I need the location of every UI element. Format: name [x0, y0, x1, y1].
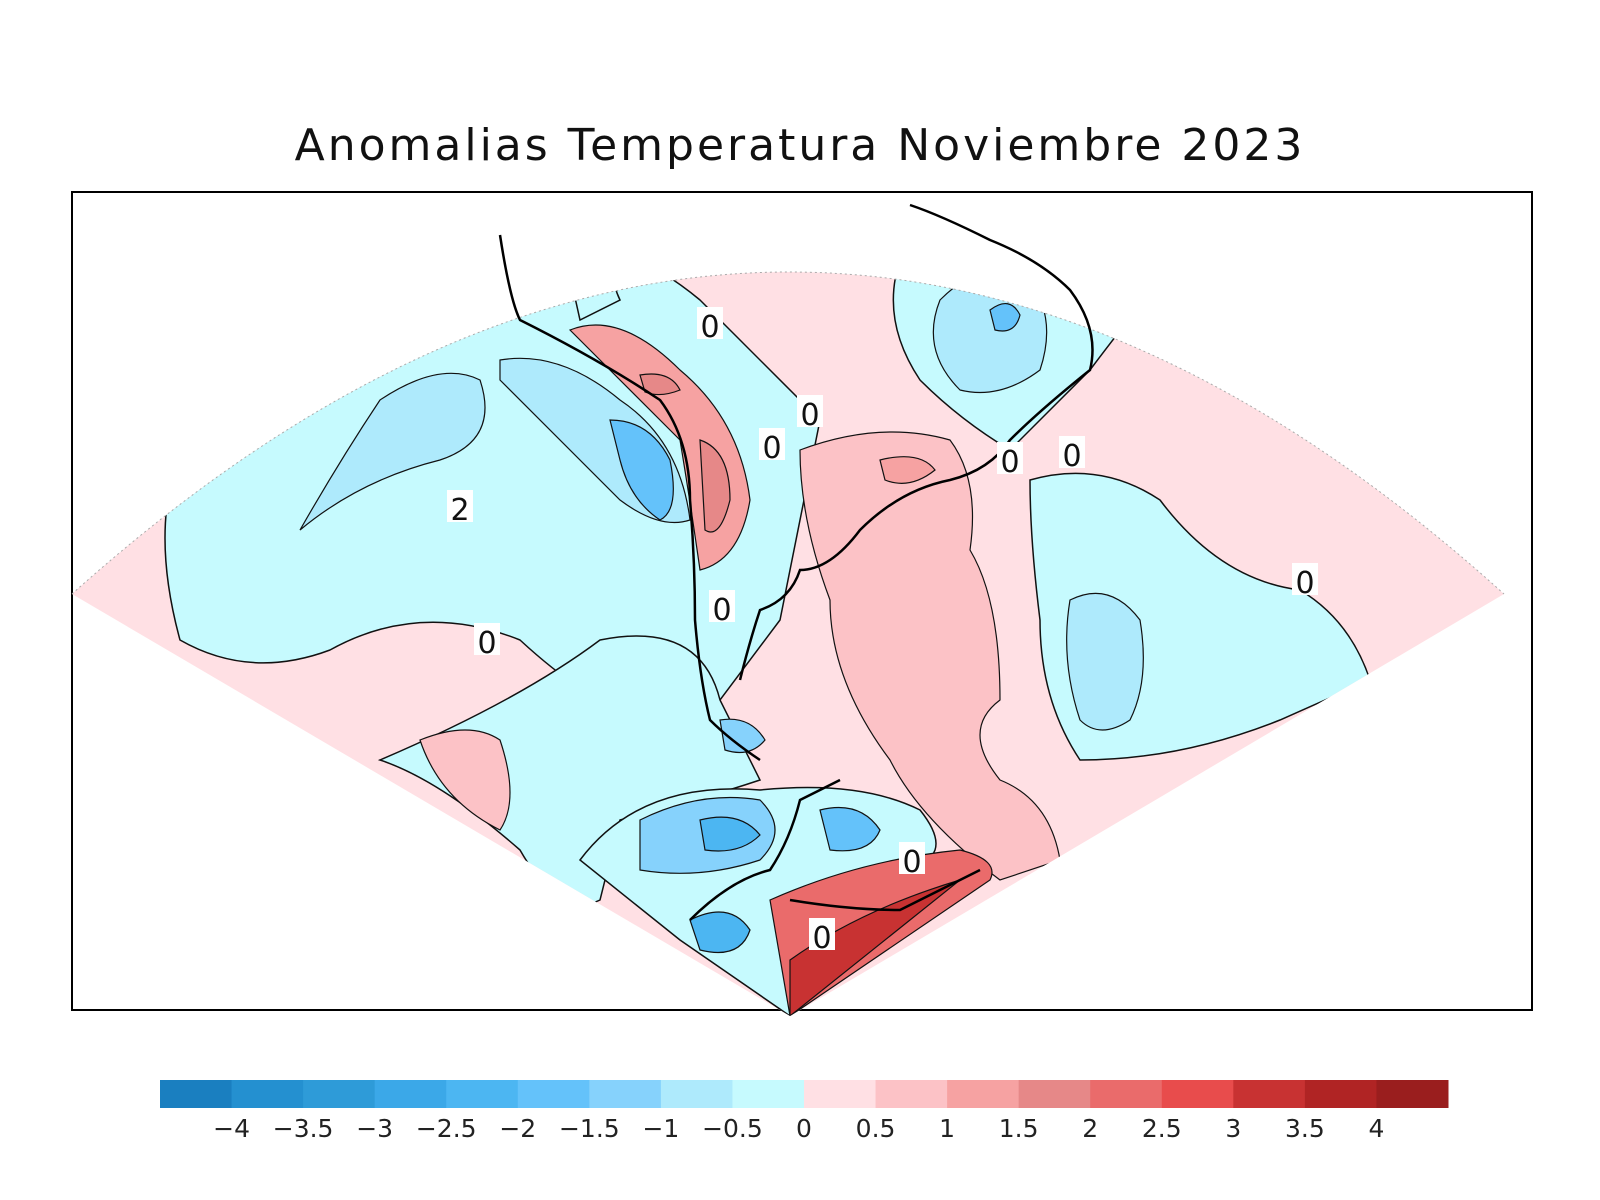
colorbar-swatch: [1090, 1080, 1163, 1108]
coastline-antarctic-peninsula: [689, 778, 841, 921]
contour-label: 0: [800, 398, 819, 433]
warm-3: [419, 729, 511, 831]
contour-label: 0: [477, 626, 496, 661]
warm-5: [699, 439, 731, 533]
colorbar-tick-label: 0.5: [856, 1114, 896, 1143]
contour-label-bg: [709, 590, 735, 622]
contour-label: 0: [1295, 566, 1314, 601]
colorbar-tick-label: −1.5: [559, 1114, 620, 1143]
colorbar-swatch: [1233, 1080, 1306, 1108]
colorbar-tick-label: −3.5: [273, 1114, 334, 1143]
core-neg-9: [819, 806, 881, 852]
colorbar-swatch: [517, 1080, 590, 1108]
colorbar-tick-label: 1: [939, 1114, 955, 1143]
contour-label: 0: [1062, 439, 1081, 474]
core-neg-5: [989, 303, 1021, 332]
contour-label-bg: [797, 395, 823, 427]
contour-labels: 000000000002: [447, 307, 1318, 956]
colorbar-tick-label: 4: [1368, 1114, 1384, 1143]
core-neg-3: [609, 419, 674, 521]
colorbar-swatch: [1376, 1080, 1449, 1108]
colorbar-tick-label: −1: [642, 1114, 679, 1143]
colorbar-swatch: [732, 1080, 805, 1108]
contour-label-bg: [697, 307, 723, 339]
colorbar-swatch: [589, 1080, 662, 1108]
contour-label-bg: [474, 623, 500, 655]
core-neg-10: [689, 911, 751, 954]
contour-label: 0: [700, 310, 719, 345]
colorbar-swatch: [160, 1080, 233, 1108]
colorbar-tick-label: 3: [1225, 1114, 1241, 1143]
colorbar-swatch: [374, 1080, 447, 1108]
contour-label-bg: [1059, 436, 1085, 468]
core-neg-1: [299, 372, 486, 531]
colorbar-swatch: [875, 1080, 948, 1108]
colorbar-tick-label: −3: [356, 1114, 393, 1143]
coastline-antarctica: [789, 868, 981, 912]
colorbar-swatch: [1304, 1080, 1377, 1108]
colorbar-tick-label: 2.5: [1142, 1114, 1182, 1143]
coastline-pacific: [498, 234, 761, 762]
contour-label-bg: [759, 428, 785, 460]
colorbar-tick-label: −2: [499, 1114, 536, 1143]
map-title: Anomalias Temperatura Noviembre 2023: [294, 120, 1306, 171]
warm-1: [760, 197, 902, 270]
contour-label: 0: [902, 845, 921, 880]
colorbar-tick-label: −4: [213, 1114, 250, 1143]
colorbar-tick-label: 1.5: [999, 1114, 1039, 1143]
warm-2: [799, 431, 1061, 881]
colorbar-swatch: [446, 1080, 519, 1108]
core-neg-11: [719, 718, 766, 753]
colorbar-tick-label: 2: [1082, 1114, 1098, 1143]
warm-7: [879, 456, 936, 484]
core-neg-6: [1066, 592, 1144, 731]
colorbar-swatch: [1018, 1080, 1091, 1108]
contour-label-bg: [997, 442, 1023, 474]
plot-frame: [71, 191, 1533, 1011]
contour-label: 2: [450, 493, 469, 528]
core-neg-4: [932, 272, 1048, 393]
colorbar-swatch: [804, 1080, 877, 1108]
contour-label-bg: [1292, 563, 1318, 595]
colorbar-tick-label: 3.5: [1285, 1114, 1325, 1143]
colorbar-swatch: [660, 1080, 733, 1108]
colorbar-swatch: [231, 1080, 304, 1108]
contour-label: 0: [762, 431, 781, 466]
colorbar-tick-label: −0.5: [702, 1114, 763, 1143]
colorbar: [160, 1080, 1449, 1108]
contour-label-bg: [899, 842, 925, 874]
colorbar-tick-label: 0: [796, 1114, 812, 1143]
core-neg-8: [699, 816, 761, 852]
contour-label-bg: [447, 490, 473, 522]
colorbar-swatch: [1161, 1080, 1234, 1108]
contour-label: 0: [812, 921, 831, 956]
colorbar-ticks: −4 −3.5 −3 −2.5 −2 −1.5 −1 −0.5 0 0.5 1 1.5 2 2.5 3 3.5…: [213, 1114, 1384, 1143]
contour-label-bg: [809, 918, 835, 950]
contour-label: 0: [1000, 445, 1019, 480]
colorbar-swatch: [947, 1080, 1020, 1108]
colorbar-tick-label: −2.5: [416, 1114, 477, 1143]
anomaly-field: [164, 197, 1371, 1016]
colorbar-swatch: [303, 1080, 376, 1108]
contour-label: 0: [712, 593, 731, 628]
